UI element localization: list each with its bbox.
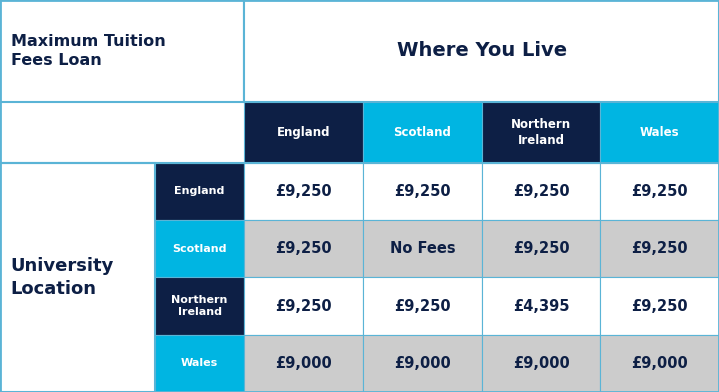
Text: University
Location: University Location (11, 256, 114, 298)
Text: No Fees: No Fees (390, 241, 455, 256)
Text: Northern
Ireland: Northern Ireland (171, 295, 228, 317)
Text: £9,250: £9,250 (275, 298, 332, 314)
Text: England: England (277, 126, 331, 139)
Text: £9,250: £9,250 (513, 184, 569, 199)
Text: England: England (174, 186, 225, 196)
Bar (482, 163, 600, 220)
Text: Wales: Wales (181, 358, 218, 368)
Text: £9,250: £9,250 (275, 184, 332, 199)
Bar (363, 163, 482, 220)
Text: Northern
Ireland: Northern Ireland (511, 118, 571, 147)
Bar (600, 278, 719, 335)
Bar (244, 102, 363, 163)
Text: £9,000: £9,000 (513, 356, 569, 371)
Bar (155, 335, 244, 392)
Text: £9,250: £9,250 (631, 184, 688, 199)
Bar (363, 220, 482, 278)
Text: Where You Live: Where You Live (397, 42, 567, 60)
Text: Maximum Tuition
Fees Loan: Maximum Tuition Fees Loan (11, 34, 165, 68)
Text: Scotland: Scotland (393, 126, 452, 139)
Text: £9,250: £9,250 (275, 241, 332, 256)
Text: Wales: Wales (640, 126, 679, 139)
Bar (244, 0, 719, 102)
Text: £9,000: £9,000 (394, 356, 451, 371)
Bar (363, 102, 482, 163)
Bar (244, 163, 363, 220)
Text: £9,000: £9,000 (275, 356, 332, 371)
Bar (363, 335, 482, 392)
Bar (482, 335, 600, 392)
Text: £9,250: £9,250 (631, 241, 688, 256)
Bar (155, 278, 244, 335)
Text: £9,250: £9,250 (394, 298, 451, 314)
Bar (155, 163, 244, 220)
Bar (600, 163, 719, 220)
Text: Scotland: Scotland (173, 244, 226, 254)
Text: £4,395: £4,395 (513, 298, 569, 314)
Text: £9,250: £9,250 (631, 298, 688, 314)
Bar (482, 278, 600, 335)
Bar (0, 0, 244, 102)
Bar (600, 335, 719, 392)
Bar (600, 220, 719, 278)
Bar (244, 220, 363, 278)
Bar (244, 335, 363, 392)
Text: £9,250: £9,250 (394, 184, 451, 199)
Bar (0, 163, 155, 392)
Bar (363, 278, 482, 335)
Bar (482, 220, 600, 278)
Text: £9,000: £9,000 (631, 356, 688, 371)
Text: £9,250: £9,250 (513, 241, 569, 256)
Bar (155, 220, 244, 278)
Bar (600, 102, 719, 163)
Bar (244, 278, 363, 335)
Bar (482, 102, 600, 163)
